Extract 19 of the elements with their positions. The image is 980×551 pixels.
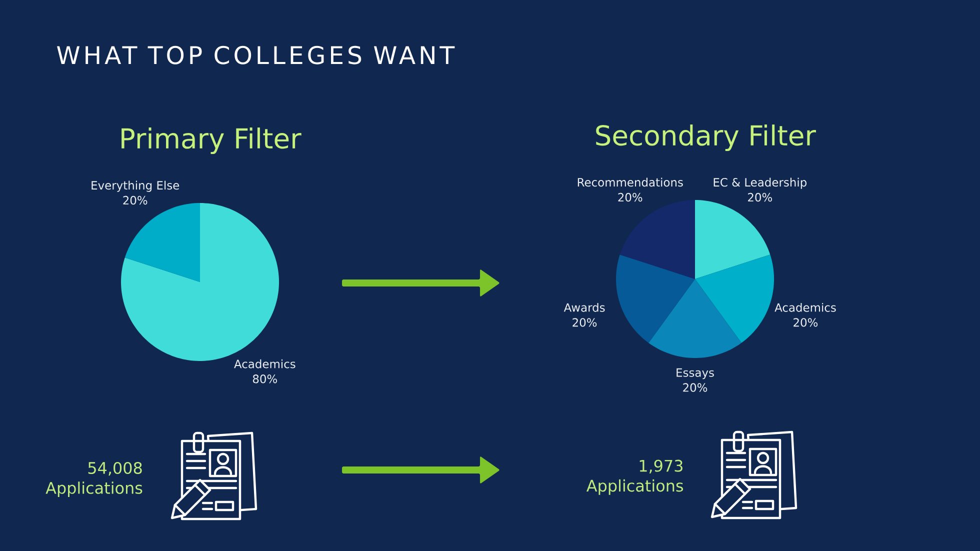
data-label: 20% <box>618 192 642 202</box>
slice-label: Recommendations <box>578 178 683 187</box>
data-label: 20% <box>748 192 772 202</box>
chart-title: Secondary Filter <box>596 124 816 152</box>
chart-title: Primary Filter <box>122 128 302 154</box>
data-label: 20% <box>794 318 818 327</box>
data-label: 20% <box>572 318 597 327</box>
slice-label: Everything Else <box>92 180 180 192</box>
data-label: 20% <box>683 383 708 392</box>
slice-label: Awards <box>564 302 605 312</box>
slice-label: EC & Leadership <box>714 178 806 189</box>
slice-label: Academics <box>234 359 296 368</box>
text: 1,973 Applications <box>586 460 683 495</box>
text: WHAT TOP COLLEGES WANT <box>57 46 455 64</box>
slice-label: Essays <box>676 368 714 380</box>
data-label: 20% <box>123 196 148 205</box>
text: 54,008 Applications <box>46 462 142 498</box>
slice-label: Academics <box>774 302 836 312</box>
data-label: 80% <box>252 374 277 384</box>
